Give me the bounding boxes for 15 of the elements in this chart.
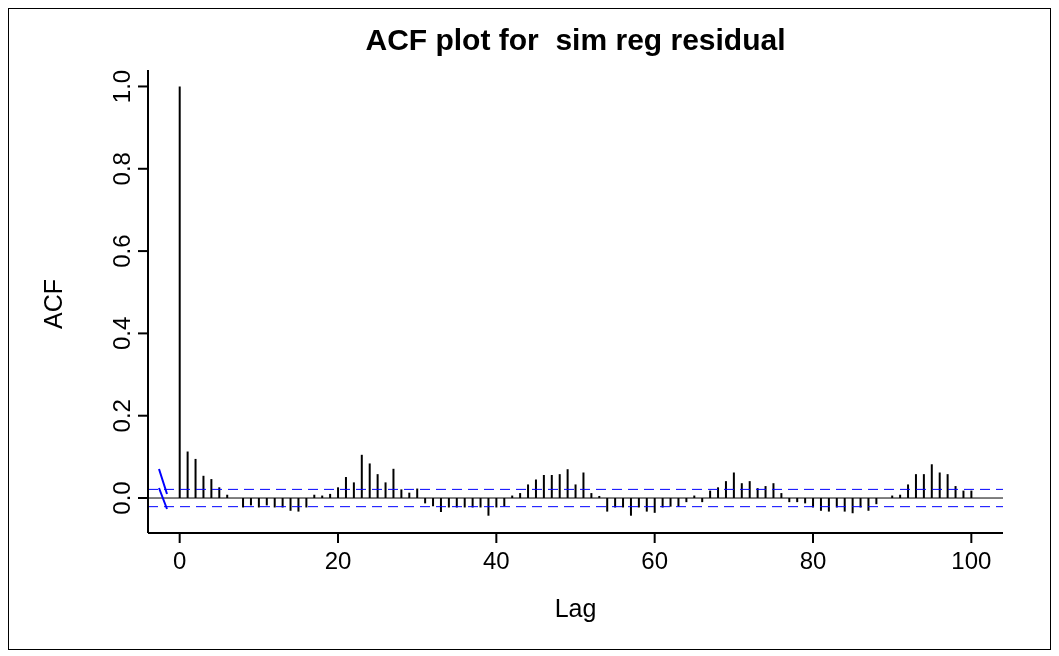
x-tick-label: 80: [799, 547, 827, 574]
chart-title: ACF plot for sim reg residual: [364, 23, 787, 57]
y-tick-label: 0.2: [108, 399, 135, 433]
y-tick-label: 0.0: [108, 481, 135, 515]
x-tick-label: 0: [172, 547, 187, 574]
x-tick-label: 60: [641, 547, 669, 574]
y-tick-label: 0.8: [108, 152, 135, 186]
x-axis-title: Lag: [553, 594, 598, 623]
y-tick-label: 0.6: [108, 234, 135, 268]
x-tick-label: 100: [951, 547, 992, 574]
y-axis-title: ACF: [39, 279, 68, 329]
y-tick-label: 0.4: [108, 316, 135, 351]
x-tick-label: 20: [324, 547, 352, 574]
y-tick-label: 1.0: [108, 69, 135, 104]
x-tick-label: 40: [482, 547, 510, 574]
